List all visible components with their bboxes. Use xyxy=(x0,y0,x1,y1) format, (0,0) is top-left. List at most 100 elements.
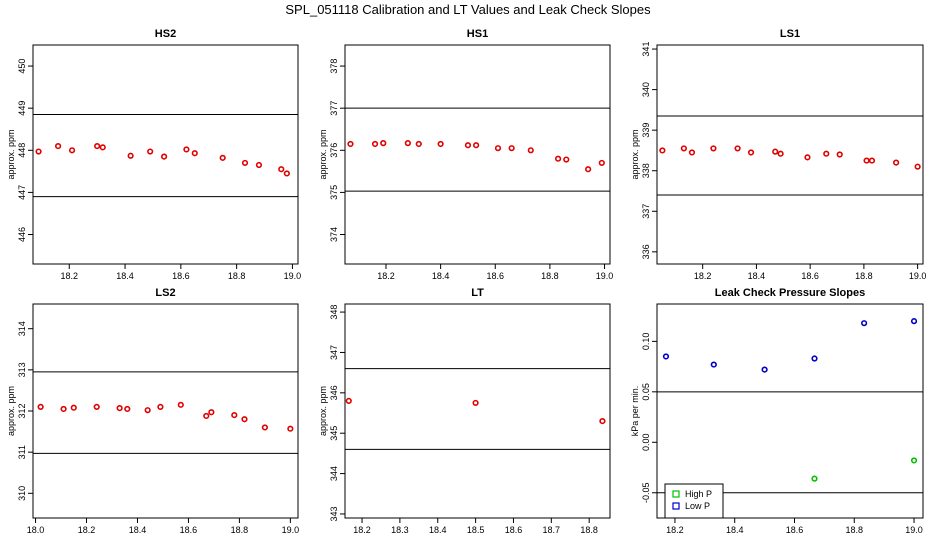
y-axis-label: kPa per min. xyxy=(630,386,640,437)
y-tick-label: 311 xyxy=(17,445,27,459)
x-tick-label: 18.8 xyxy=(845,525,863,535)
x-tick-label: 18.0 xyxy=(27,525,45,535)
data-point xyxy=(157,403,164,410)
data-point xyxy=(710,361,717,368)
x-tick-label: 18.7 xyxy=(543,525,561,535)
y-tick-label: 446 xyxy=(17,227,27,242)
x-tick-label: 18.6 xyxy=(786,525,804,535)
data-point xyxy=(772,148,779,155)
y-tick-label: 347 xyxy=(329,345,339,360)
y-tick-label: 345 xyxy=(329,426,339,441)
data-point xyxy=(55,142,62,150)
data-point xyxy=(177,401,184,408)
data-point xyxy=(37,403,44,410)
y-tick-label: 375 xyxy=(329,185,339,200)
x-tick-label: 18.8 xyxy=(541,271,559,281)
figure-title: SPL_051118 Calibration and LT Values and… xyxy=(285,2,651,17)
data-point xyxy=(563,156,570,163)
y-tick-label: 346 xyxy=(329,385,339,400)
y-tick-label: 0.05 xyxy=(641,383,651,401)
data-point xyxy=(278,166,285,173)
data-point xyxy=(910,318,918,325)
data-point xyxy=(688,149,696,156)
data-point xyxy=(508,145,515,152)
y-tick-label: 0.10 xyxy=(641,333,651,351)
data-point xyxy=(473,142,480,149)
y-axis-label: approx. ppm xyxy=(6,386,16,436)
data-point xyxy=(208,409,215,416)
data-point xyxy=(219,154,226,161)
y-axis-label: approx. ppm xyxy=(318,386,328,436)
panel-ls2: LS2 18.0 18.2 18.4 18.6 18.8 19.0 310 311 312 313 3… xyxy=(6,287,299,535)
legend-marker xyxy=(672,502,680,510)
y-axis-label: approx. ppm xyxy=(6,129,16,179)
data-point xyxy=(893,159,900,166)
x-tick-label: 18.6 xyxy=(172,271,190,281)
data-point xyxy=(599,417,606,425)
panel-hs1: HS1 18.2 18.4 18.6 18.8 19.0 374 375 376 377 378 ap… xyxy=(318,28,613,281)
panel-hs2: HS2 18.2 18.4 18.6 18.8 19.0 446 447 448 449 450 ap… xyxy=(6,28,301,281)
x-tick-label: 18.8 xyxy=(580,525,598,535)
data-point xyxy=(231,412,238,419)
data-point xyxy=(161,153,168,160)
legend-marker xyxy=(672,490,680,498)
y-tick-label: 313 xyxy=(17,362,27,377)
data-point xyxy=(863,157,870,164)
y-tick-label: 336 xyxy=(641,244,651,259)
x-tick-label: 18.8 xyxy=(228,271,246,281)
x-tick-label: 18.6 xyxy=(180,525,198,535)
y-tick-label: 338 xyxy=(641,163,651,178)
y-tick-label: 378 xyxy=(329,59,339,74)
y-tick-label: 348 xyxy=(329,305,339,320)
x-tick-label: 18.3 xyxy=(391,525,409,535)
x-tick-label: 18.6 xyxy=(801,271,819,281)
y-tick-label: 0.00 xyxy=(641,434,651,452)
data-point xyxy=(93,403,100,410)
y-tick-label: 314 xyxy=(17,321,27,336)
x-tick-label: 19.0 xyxy=(284,271,302,281)
panel-ls1: LS1 18.2 18.4 18.6 18.8 19.0 336 337 338 339 340 34… xyxy=(630,28,926,281)
data-point xyxy=(472,399,479,407)
data-point xyxy=(404,140,411,147)
x-tick-label: 18.2 xyxy=(78,525,96,535)
y-tick-label: 340 xyxy=(641,82,651,97)
data-point xyxy=(680,145,687,152)
data-point xyxy=(60,405,67,413)
data-point xyxy=(861,320,868,327)
data-point xyxy=(761,366,768,373)
y-tick-label: 341 xyxy=(641,42,651,57)
panel-lt: LT 18.2 18.3 18.4 18.5 18.6 18.7 18.8 343 344 345 3… xyxy=(318,287,611,535)
data-point xyxy=(811,355,818,362)
plot-frame xyxy=(344,303,611,519)
data-point xyxy=(345,397,352,405)
x-tick-label: 18.8 xyxy=(231,525,249,535)
data-point xyxy=(554,155,562,162)
data-point xyxy=(811,475,818,482)
data-point xyxy=(747,149,755,156)
panel-title: LS1 xyxy=(780,28,800,40)
y-tick-label: 448 xyxy=(17,143,27,158)
data-point xyxy=(283,170,290,177)
x-tick-label: 18.4 xyxy=(129,525,147,535)
data-point xyxy=(203,412,210,420)
data-point xyxy=(68,147,76,154)
data-point xyxy=(347,140,354,148)
x-tick-label: 18.4 xyxy=(432,271,450,281)
data-point xyxy=(116,405,123,412)
panel-title: LT xyxy=(471,287,484,299)
data-point xyxy=(659,147,666,154)
x-tick-label: 19.0 xyxy=(909,271,927,281)
data-point xyxy=(255,161,263,169)
y-tick-label: -0.05 xyxy=(641,483,651,504)
data-point xyxy=(241,416,248,423)
data-point xyxy=(124,405,131,413)
y-tick-label: 344 xyxy=(329,466,339,481)
y-tick-label: 449 xyxy=(17,101,27,116)
x-tick-label: 18.8 xyxy=(855,271,873,281)
panel-title: HS2 xyxy=(155,28,176,40)
y-tick-label: 337 xyxy=(641,204,651,219)
data-point xyxy=(415,140,422,148)
x-tick-label: 18.6 xyxy=(486,271,504,281)
legend-box xyxy=(664,483,724,519)
data-point xyxy=(241,159,249,167)
